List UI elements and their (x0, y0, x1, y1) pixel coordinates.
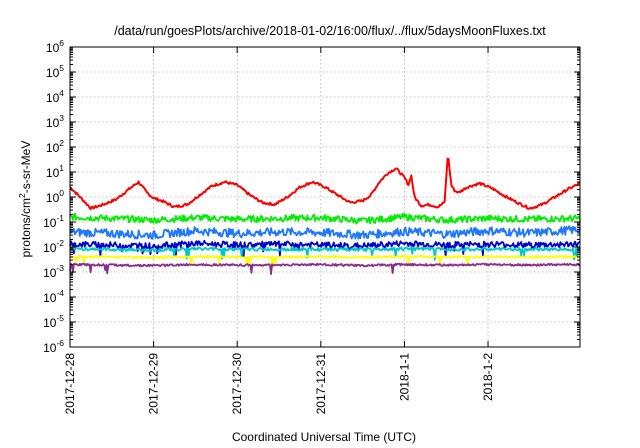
y-tick-label: 10-2 (43, 238, 64, 255)
y-tick-base: 10 (46, 91, 60, 105)
series-layer (69, 157, 581, 275)
y-tick-label: 10-6 (43, 338, 64, 355)
y-tick-base: 10 (43, 291, 57, 305)
y-tick-label: 100 (46, 188, 64, 205)
y-tick-label: 10-3 (43, 263, 64, 280)
y-tick-base: 10 (46, 166, 60, 180)
y-axis-label: protons/cm2-s-sr-MeV (17, 141, 33, 258)
y-tick-base: 10 (46, 116, 60, 130)
y-tick-base: 10 (43, 316, 57, 330)
y-tick-exp: -3 (56, 263, 64, 273)
y-tick-exp: 3 (59, 113, 64, 123)
grid-lines (70, 47, 580, 347)
y-axis-label-rest: -s-sr-MeV (19, 141, 33, 194)
y-tick-exp: 2 (59, 138, 64, 148)
series-line (69, 239, 581, 258)
y-tick-base: 10 (46, 141, 60, 155)
y-tick-label: 106 (46, 38, 64, 55)
y-tick-label: 101 (46, 163, 64, 180)
series-line (69, 254, 581, 267)
y-tick-base: 10 (46, 66, 60, 80)
series-line (69, 246, 581, 261)
y-tick-base: 10 (43, 241, 57, 255)
y-tick-exp: -1 (56, 213, 64, 223)
y-tick-label: 10-5 (43, 313, 64, 330)
series-line (69, 262, 581, 275)
x-tick-label: 2017-12-29 (147, 353, 161, 415)
x-axis-ticks: 2017-12-28 2017-12-29 2017-12-30 2017-12-31… (63, 47, 495, 414)
y-tick-exp: -5 (56, 313, 64, 323)
y-axis-label-sup: 2 (17, 193, 27, 198)
x-axis-label: Coordinated Universal Time (UTC) (232, 430, 416, 444)
y-tick-base: 10 (43, 341, 57, 355)
x-tick-label: 2018-1-1 (397, 353, 411, 401)
y-tick-base: 10 (46, 41, 60, 55)
series-line (69, 212, 581, 225)
x-tick-label: 2018-1-2 (481, 353, 495, 401)
y-tick-exp: -2 (56, 238, 64, 248)
y-tick-label: 102 (46, 138, 64, 155)
y-tick-label: 103 (46, 113, 64, 130)
y-tick-label: 105 (46, 63, 64, 80)
y-tick-label: 104 (46, 88, 64, 105)
series-line (69, 225, 581, 240)
y-tick-label: 10-1 (43, 213, 64, 230)
x-tick-label: 2017-12-28 (63, 353, 77, 415)
y-tick-exp: -4 (56, 288, 64, 298)
y-tick-exp: 5 (59, 63, 64, 73)
y-tick-exp: 1 (59, 163, 64, 173)
y-tick-label: 10-4 (43, 288, 64, 305)
y-tick-exp: -6 (56, 338, 64, 348)
y-tick-base: 10 (43, 266, 57, 280)
y-tick-exp: 6 (59, 38, 64, 48)
y-axis-label-base: protons/cm (19, 198, 33, 257)
x-tick-label: 2017-12-30 (230, 353, 244, 415)
x-tick-label: 2017-12-31 (314, 353, 328, 415)
y-tick-exp: 4 (59, 88, 64, 98)
series-line (69, 157, 581, 211)
y-tick-base: 10 (46, 191, 60, 205)
y-axis-ticks: 10610510410310210110010-110-210-310-410-… (43, 38, 580, 355)
chart-title: /data/run/goesPlots/archive/2018-01-02/1… (114, 24, 546, 38)
y-tick-base: 10 (43, 216, 57, 230)
y-tick-exp: 0 (59, 188, 64, 198)
